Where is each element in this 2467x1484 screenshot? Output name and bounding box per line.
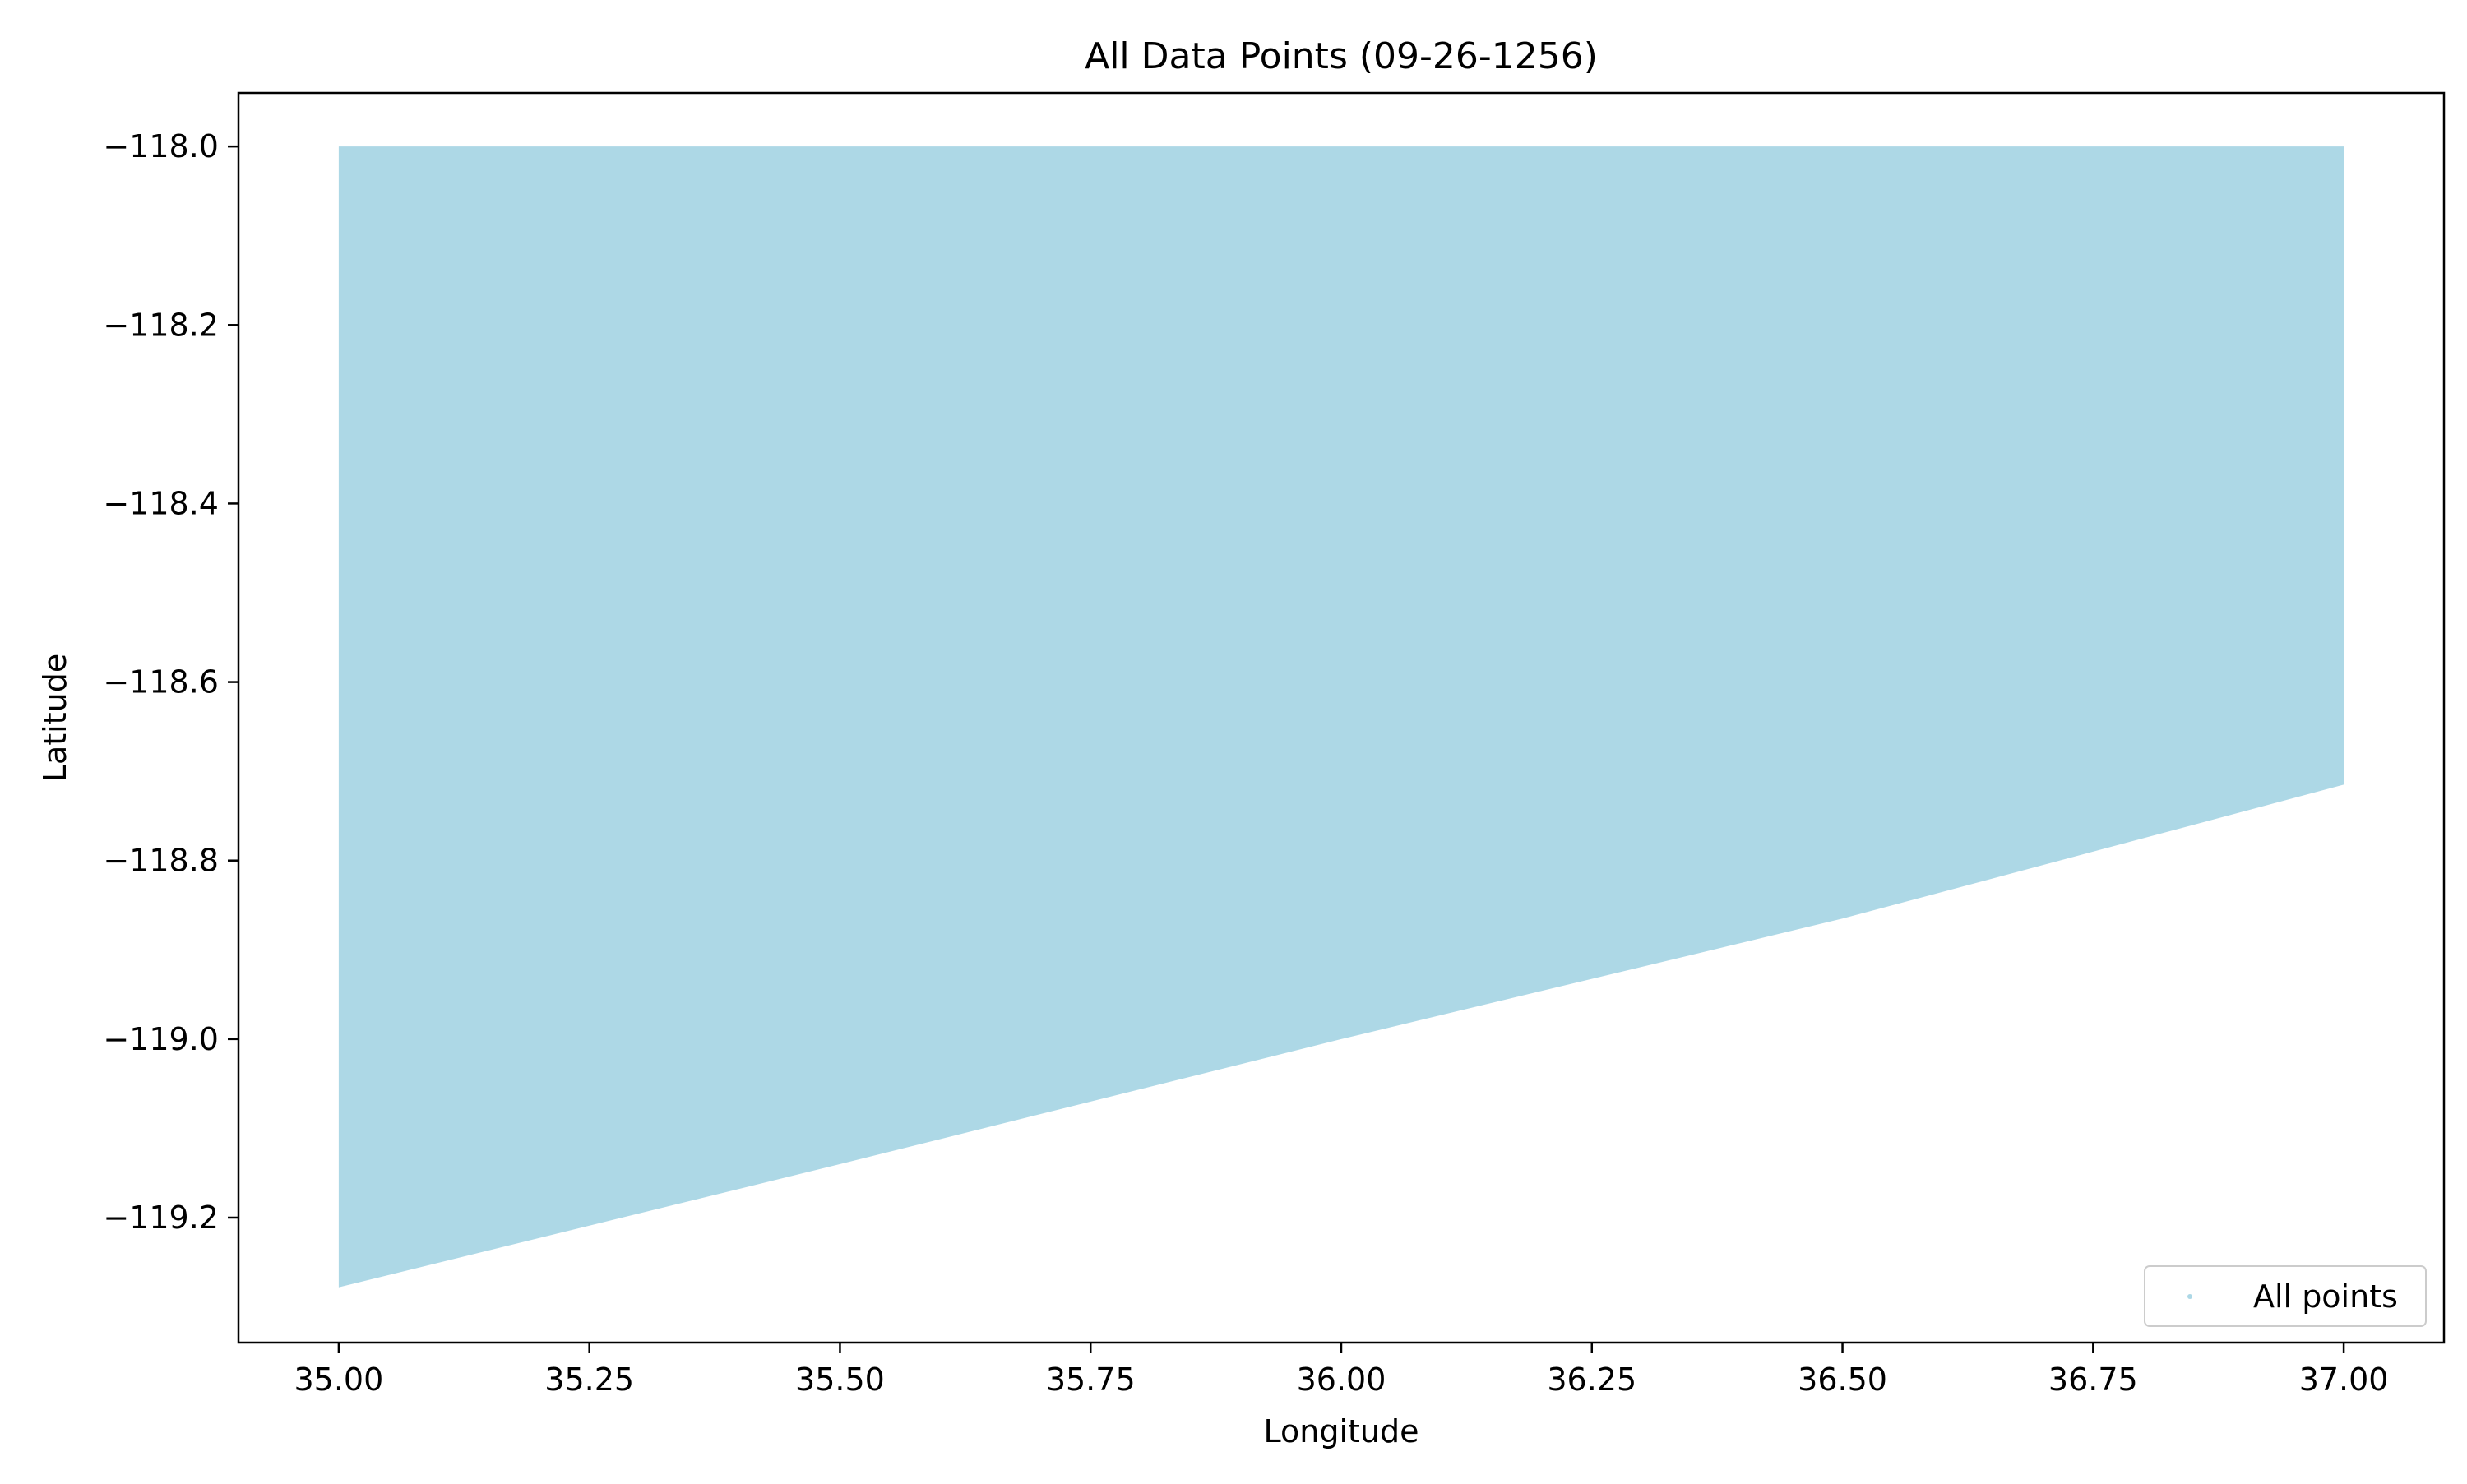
y-tick-label: −118.0 bbox=[103, 128, 219, 164]
legend-marker bbox=[2187, 1294, 2192, 1299]
x-tick-label: 35.75 bbox=[1046, 1361, 1136, 1398]
legend-label: All points bbox=[2253, 1278, 2398, 1315]
y-tick-label: −119.2 bbox=[103, 1200, 219, 1236]
data-layer bbox=[338, 146, 2344, 1288]
x-tick-label: 36.00 bbox=[1297, 1361, 1386, 1398]
x-axis: 35.00 35.25 35.50 35.75 36.00 36.25 36.50 36.75… bbox=[294, 1343, 2389, 1398]
x-tick-label: 36.25 bbox=[1547, 1361, 1636, 1398]
legend-box bbox=[2144, 1265, 2427, 1327]
y-tick-label: −118.2 bbox=[103, 307, 219, 343]
y-tick-label: −118.4 bbox=[103, 485, 219, 521]
x-tick-label: 35.00 bbox=[294, 1361, 384, 1398]
x-tick-label: 35.25 bbox=[544, 1361, 634, 1398]
x-tick-label: 35.50 bbox=[795, 1361, 885, 1398]
scatter-point-cloud-0 bbox=[338, 146, 2344, 1288]
y-tick-label: −119.0 bbox=[103, 1021, 219, 1057]
x-axis-label: Longitude bbox=[1264, 1413, 1419, 1449]
y-tick-label: −118.6 bbox=[103, 664, 219, 700]
x-tick-label: 36.75 bbox=[2048, 1361, 2138, 1398]
y-axis-label: Latitude bbox=[37, 654, 73, 782]
y-tick-label: −118.8 bbox=[103, 843, 219, 879]
chart-title: All Data Points (09-26-1256) bbox=[1085, 35, 1598, 77]
x-tick-label: 36.50 bbox=[1798, 1361, 1887, 1398]
y-axis: −118.0 −118.2 −118.4 −118.6 −118.8 −119.0 −119… bbox=[103, 128, 238, 1236]
legend: All points bbox=[2144, 1265, 2427, 1327]
x-tick-label: 37.00 bbox=[2299, 1361, 2389, 1398]
